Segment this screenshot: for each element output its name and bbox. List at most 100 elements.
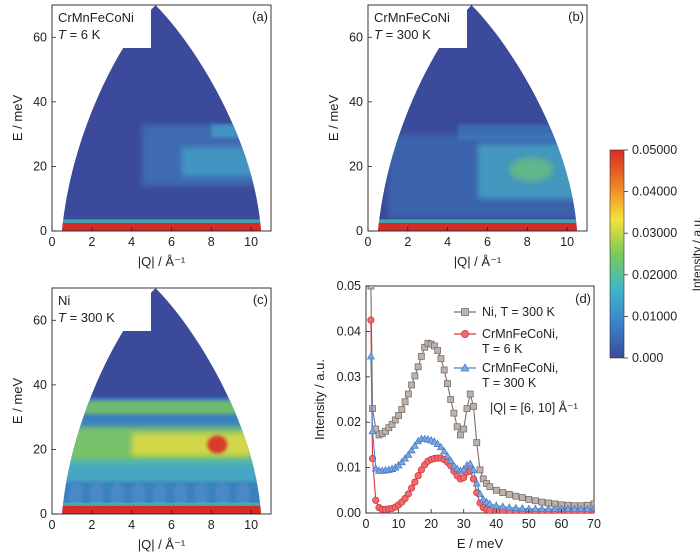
- dispersion-arch: [110, 481, 125, 508]
- series-point: [531, 497, 539, 505]
- panel-letter: (a): [252, 9, 268, 24]
- series-point: [531, 504, 540, 512]
- plot-frame: [51, 287, 272, 515]
- colorbar-tick-label: 0.05000: [632, 143, 677, 157]
- series-point: [457, 431, 464, 439]
- series-point: [469, 465, 478, 473]
- panel-letter: (b): [568, 9, 584, 24]
- x-tick-label: 2: [404, 235, 411, 249]
- series-point: [459, 464, 468, 473]
- intensity-map: [377, 5, 578, 231]
- x-tick-label: 70: [587, 517, 601, 531]
- series-point: [492, 501, 501, 509]
- band-15: [63, 459, 262, 482]
- series-point: [537, 504, 546, 512]
- legend-label-line2: T = 300 K: [482, 376, 537, 390]
- series-point: [440, 446, 449, 455]
- series-point: [417, 352, 425, 360]
- y-tick-label: 40: [349, 95, 363, 109]
- x-axis-label: |Q| / Å⁻¹: [138, 254, 186, 269]
- hot-region: [509, 157, 554, 182]
- series-point: [525, 495, 533, 503]
- x-tick-label: 0: [365, 235, 372, 249]
- colorbar: 0.05000 0.04000 0.03000 0.02000 0.01000 0.000…: [609, 143, 700, 365]
- sample-label-box: [53, 289, 151, 331]
- line-plot-panel-d: 0 10 20 30 40 50 60 70 0.00 0.01 0.02 0.03 0.04 0.05 E…: [312, 279, 601, 551]
- x-tick-label: 10: [392, 517, 406, 531]
- y-tick-label: 0.03: [337, 370, 361, 384]
- y-tick-label: 60: [33, 30, 47, 44]
- legend-label: Ni, T = 300 K: [482, 305, 556, 319]
- series-point: [460, 473, 468, 482]
- dispersion-arch: [131, 481, 146, 508]
- colorbar-tick-label: 0.04000: [632, 185, 677, 199]
- y-tick-label: 0.04: [337, 324, 361, 338]
- band-35: [61, 401, 262, 414]
- series-point: [466, 459, 475, 467]
- band-top: [457, 124, 578, 141]
- sample-name: CrMnFeCoNi: [374, 10, 450, 25]
- legend-label-line2: T = 6 K: [482, 342, 523, 356]
- x-tick-label: 10: [244, 518, 258, 532]
- series-group: [366, 286, 594, 513]
- x-axis-label: E / meV: [457, 536, 504, 551]
- series-point: [453, 423, 461, 431]
- series-point: [505, 490, 513, 498]
- series-point: [492, 486, 500, 494]
- series-point: [407, 484, 416, 492]
- plot-frame: [51, 4, 272, 232]
- series-point: [486, 483, 494, 491]
- series-point: [446, 456, 455, 464]
- band-yellow: [131, 433, 252, 456]
- series-point: [472, 479, 481, 487]
- series-point: [401, 454, 410, 462]
- elastic-line: [377, 222, 578, 231]
- x-axis-label: |Q| / Å⁻¹: [454, 254, 502, 269]
- elastic-edge: [61, 502, 262, 506]
- legend-marker: [460, 363, 470, 372]
- series-point: [395, 411, 402, 419]
- series-point: [473, 439, 481, 447]
- x-tick-label: 6: [484, 235, 491, 249]
- series-point: [417, 466, 425, 474]
- x-tick-label: 8: [524, 235, 531, 249]
- series-point: [401, 398, 409, 406]
- y-tick-label: 0.02: [337, 415, 361, 429]
- series-point: [414, 363, 422, 371]
- y-tick-label: 60: [33, 313, 47, 327]
- series-point: [512, 492, 520, 500]
- series-point: [367, 286, 375, 290]
- x-tick-label: 8: [208, 518, 215, 532]
- y-axis-label: E / meV: [10, 378, 25, 425]
- y-tick-label: 0.01: [337, 461, 361, 475]
- x-axis-label: |Q| / Å⁻¹: [138, 537, 186, 552]
- x-tick-label: 6: [168, 518, 175, 532]
- sample-label-box: [53, 6, 151, 48]
- heatmap-panel-a: CrMnFeCoNi T = 6 K (a) 0 2 4 6 8 10 0 20 40 60 |Q| / …: [10, 4, 272, 269]
- x-tick-label: 10: [244, 235, 258, 249]
- series-point: [397, 457, 406, 466]
- series-point: [550, 504, 559, 512]
- series-point: [443, 451, 452, 460]
- series-point: [450, 409, 458, 417]
- series-point: [404, 450, 413, 458]
- series-point: [372, 496, 380, 504]
- colorbar-tick-label: 0.02000: [632, 268, 677, 282]
- series-point: [498, 502, 507, 510]
- y-axis-label: E / meV: [326, 95, 341, 142]
- x-tick-label: 4: [444, 235, 451, 249]
- sample-label-box: [369, 6, 467, 48]
- x-tick-label: 0: [363, 517, 370, 531]
- series-point: [444, 380, 451, 388]
- elastic-line: [61, 505, 262, 514]
- x-tick-label: 40: [489, 517, 503, 531]
- series-point: [367, 316, 375, 324]
- temperature-label: T = 6 K: [58, 27, 101, 42]
- series-point: [470, 402, 477, 410]
- colorbar-tick-label: 0.000: [632, 351, 663, 365]
- series-point: [466, 390, 474, 398]
- elastic-edge: [377, 219, 578, 223]
- series-point: [414, 472, 422, 480]
- elastic-edge: [61, 219, 262, 223]
- panel-letter: (d): [575, 291, 591, 306]
